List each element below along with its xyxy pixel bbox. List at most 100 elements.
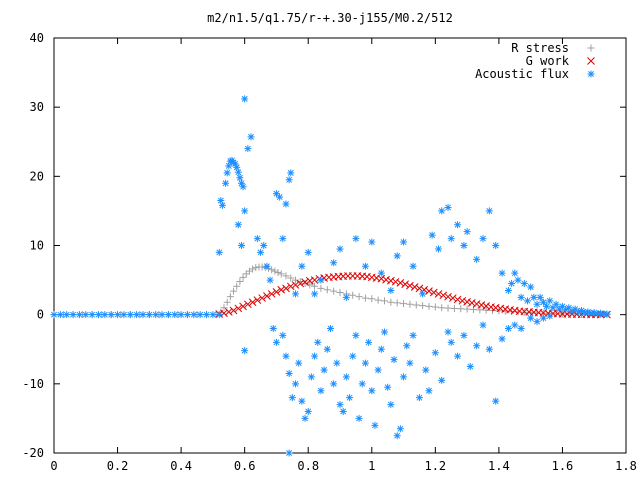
- data-point: [511, 321, 519, 329]
- x-tick-label: 1.8: [615, 459, 637, 473]
- data-point: [239, 273, 247, 281]
- data-point: [226, 293, 234, 301]
- data-point: [287, 274, 295, 282]
- x-tick-label: 1: [368, 459, 375, 473]
- data-point: [94, 311, 102, 319]
- data-point: [504, 286, 512, 294]
- data-point: [393, 432, 401, 440]
- data-point: [107, 311, 115, 319]
- data-point: [543, 302, 551, 310]
- data-point: [292, 290, 300, 298]
- data-point: [374, 366, 382, 374]
- legend-marker-star: [587, 70, 595, 78]
- data-point: [274, 268, 282, 276]
- data-point: [448, 294, 457, 302]
- data-point: [371, 421, 379, 429]
- data-point: [444, 304, 452, 312]
- data-point: [234, 304, 243, 313]
- data-point: [268, 266, 276, 274]
- data-point: [218, 201, 226, 209]
- data-point: [450, 304, 458, 312]
- data-point: [298, 262, 306, 270]
- data-point: [252, 264, 260, 272]
- data-point: [50, 311, 58, 319]
- data-point: [447, 235, 455, 243]
- data-point: [463, 305, 471, 313]
- data-point: [310, 276, 319, 284]
- data-point: [336, 245, 344, 253]
- data-point: [239, 302, 247, 311]
- data-point: [114, 311, 122, 319]
- data-point: [438, 207, 446, 215]
- data-point: [581, 309, 589, 317]
- data-point: [56, 311, 64, 319]
- data-point: [406, 300, 414, 308]
- data-point: [69, 311, 77, 319]
- data-point: [492, 242, 500, 249]
- data-point: [272, 190, 280, 198]
- data-point: [317, 387, 325, 395]
- legend-label: G work: [526, 54, 570, 68]
- data-point: [358, 380, 366, 388]
- data-point: [530, 293, 538, 301]
- data-point: [177, 311, 185, 319]
- data-point: [317, 284, 325, 292]
- x-tick-label: 0.4: [170, 459, 192, 473]
- data-point: [342, 293, 350, 301]
- data-point: [230, 287, 238, 295]
- data-point: [241, 95, 249, 103]
- data-point: [590, 309, 598, 317]
- data-point: [126, 311, 134, 319]
- data-point: [330, 287, 338, 295]
- data-point: [593, 310, 601, 318]
- data-point: [234, 168, 242, 176]
- data-point: [269, 325, 277, 332]
- legend-marker-plus: [587, 44, 595, 52]
- data-point: [453, 295, 462, 304]
- data-point: [282, 272, 290, 280]
- data-point: [396, 425, 404, 433]
- data-point: [260, 242, 268, 249]
- data-point: [258, 294, 266, 302]
- data-point: [248, 298, 257, 307]
- data-point: [498, 335, 506, 343]
- data-point: [425, 387, 433, 395]
- data-point: [224, 308, 233, 316]
- data-point: [361, 294, 369, 302]
- data-point: [209, 311, 217, 319]
- data-point: [233, 163, 241, 171]
- data-point: [485, 207, 493, 215]
- data-point: [514, 276, 522, 284]
- data-point: [220, 304, 228, 312]
- data-point: [164, 311, 172, 319]
- data-point: [277, 285, 286, 294]
- data-point: [271, 267, 279, 275]
- y-tick-label: 10: [30, 239, 44, 253]
- data-point: [498, 269, 506, 277]
- data-point: [565, 304, 573, 312]
- data-point: [429, 288, 438, 297]
- data-point: [234, 221, 242, 229]
- data-point: [282, 200, 290, 208]
- data-point: [215, 311, 223, 319]
- data-point: [183, 311, 191, 319]
- data-point: [574, 308, 582, 316]
- data-point: [286, 282, 295, 291]
- data-point: [386, 276, 395, 285]
- data-point: [473, 255, 481, 263]
- data-point: [468, 299, 476, 307]
- data-point: [220, 309, 228, 318]
- data-point: [314, 338, 322, 346]
- data-point: [584, 308, 592, 316]
- data-point: [361, 359, 369, 367]
- data-point: [539, 298, 547, 306]
- data-point: [352, 235, 360, 243]
- data-point: [420, 285, 429, 294]
- data-point: [320, 366, 328, 374]
- data-point: [317, 276, 325, 284]
- data-point: [301, 278, 309, 287]
- data-point: [444, 328, 452, 336]
- data-point: [229, 306, 238, 315]
- data-point: [434, 290, 443, 298]
